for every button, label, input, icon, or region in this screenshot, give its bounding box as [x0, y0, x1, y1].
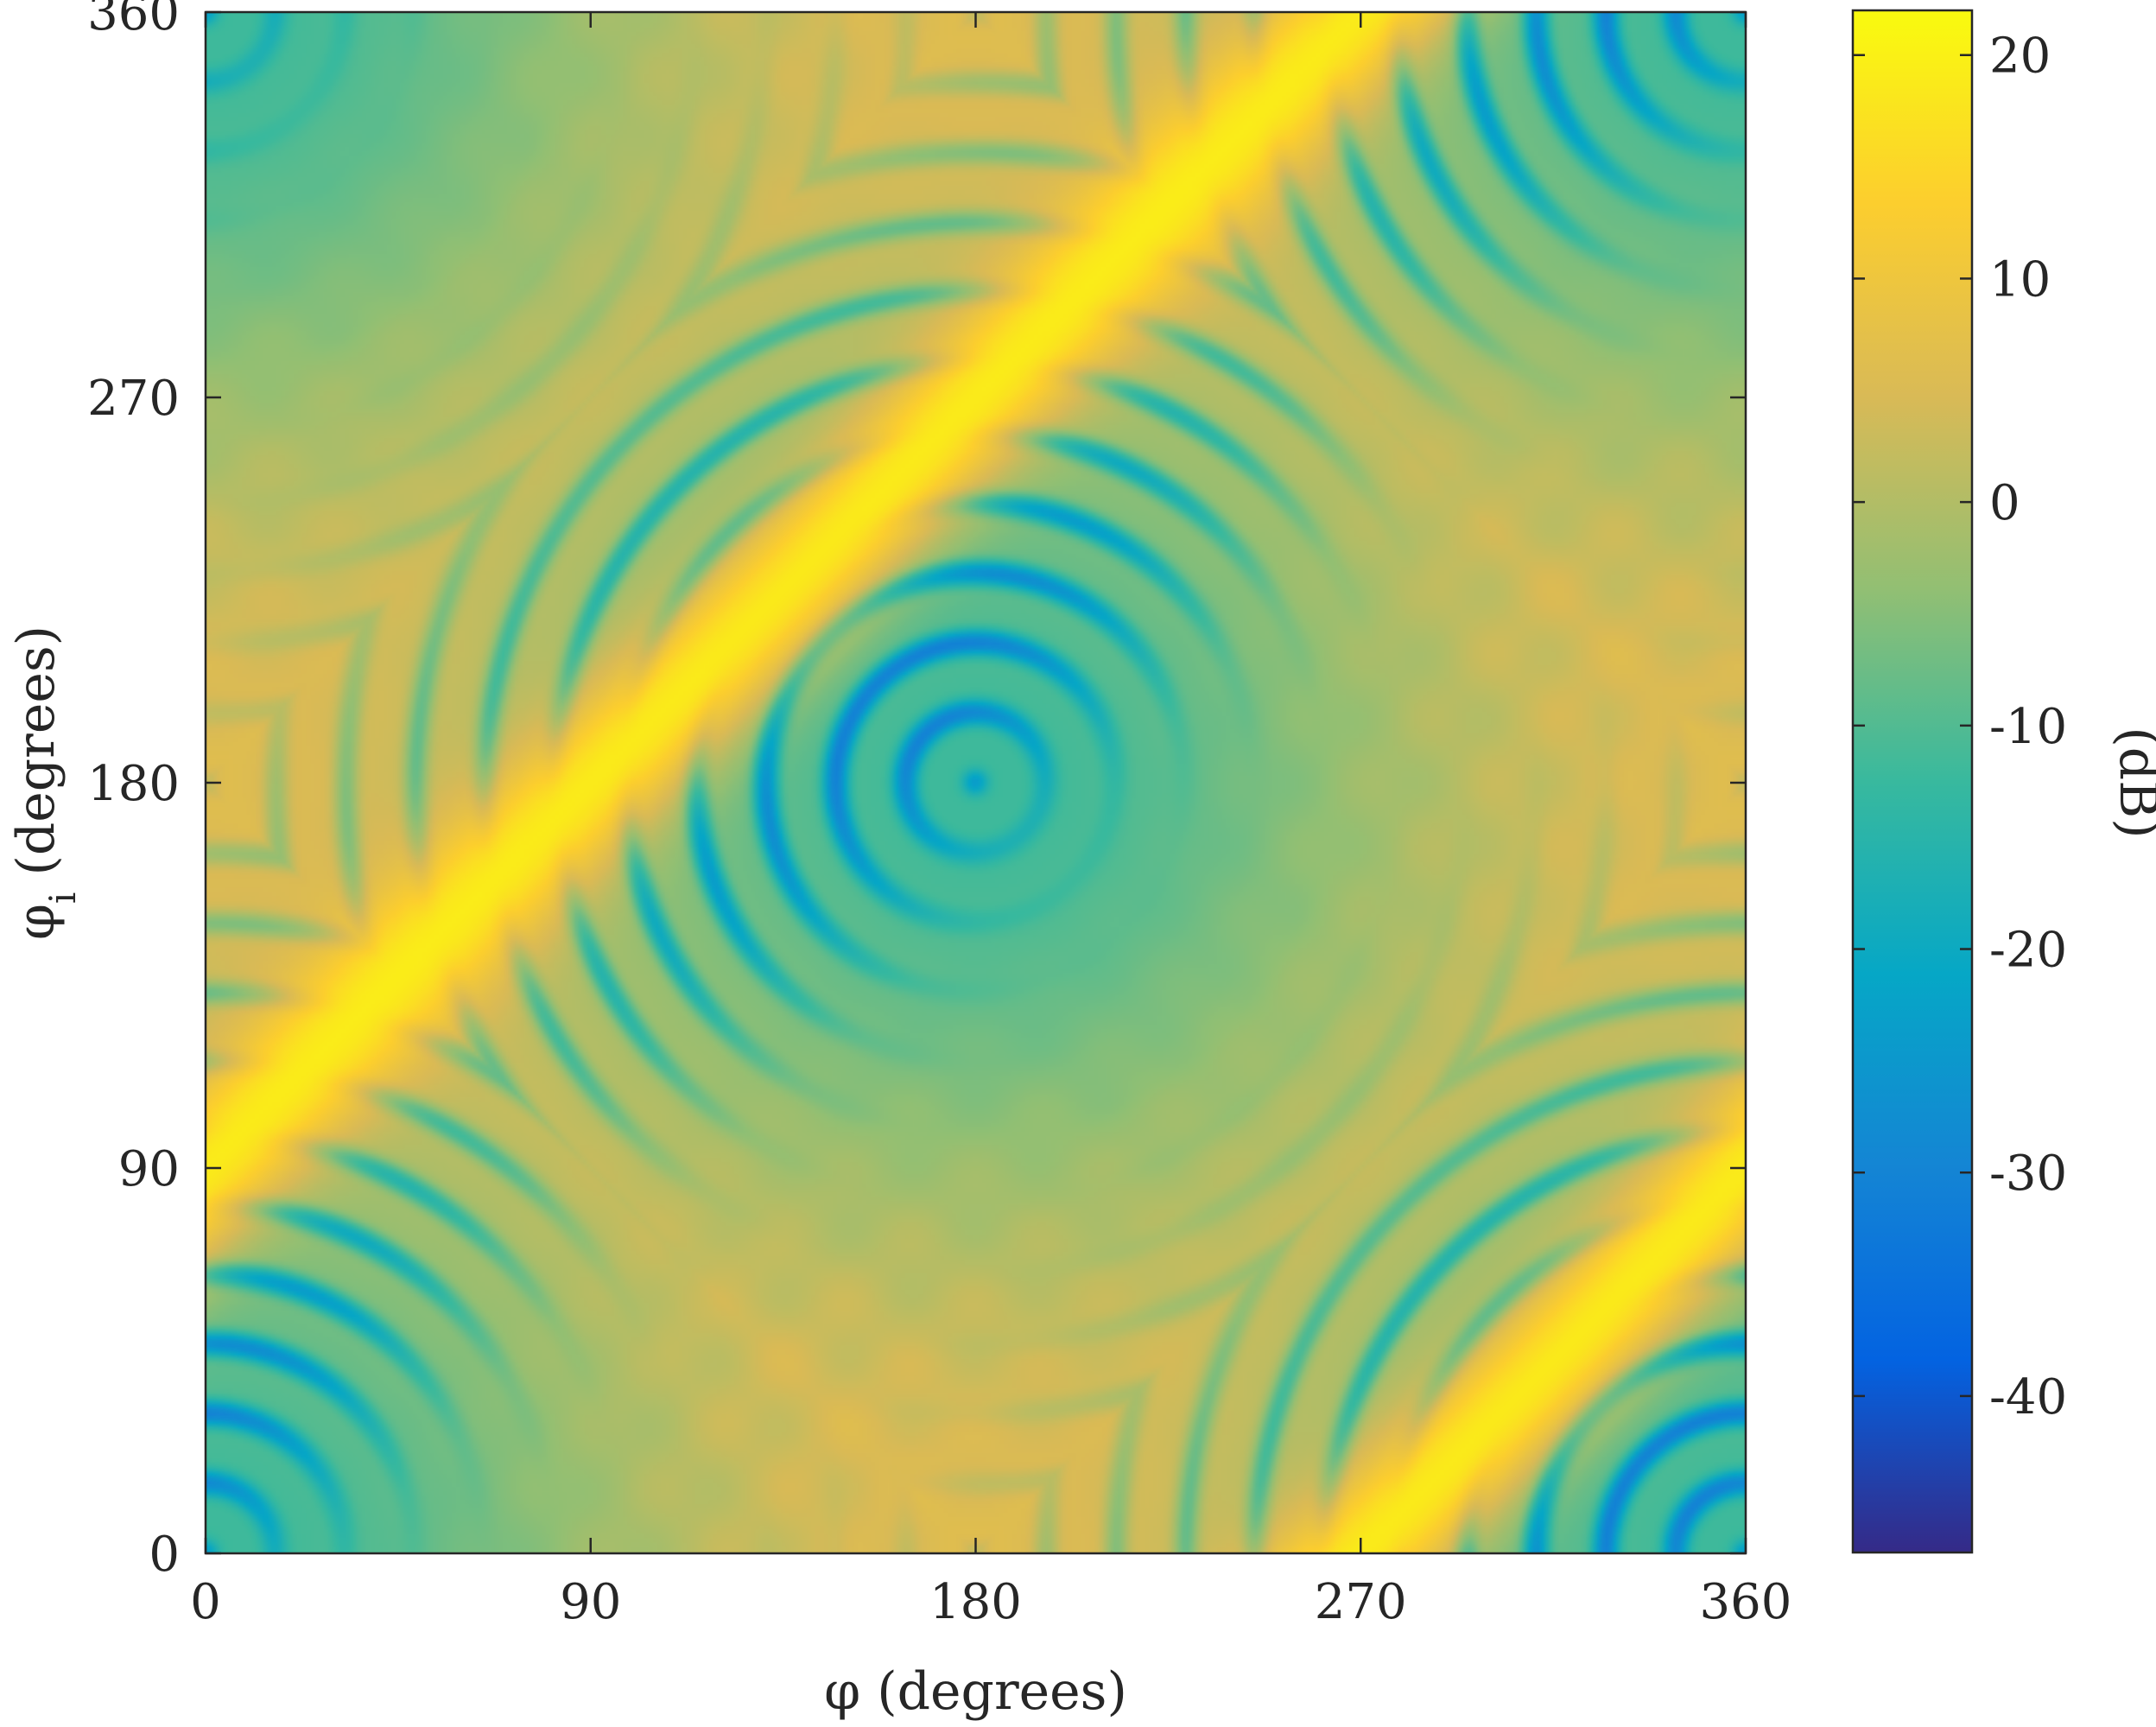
colorbar-tick-label: 10 — [1989, 251, 2051, 308]
x-tick: 0 — [190, 12, 221, 1630]
x-tick-label: 360 — [1700, 1574, 1792, 1630]
x-tick: 90 — [560, 12, 621, 1630]
colorbar-tick-label: 0 — [1989, 475, 2020, 531]
colorbar-tick-label: -30 — [1989, 1146, 2067, 1202]
colorbar-tick: 10 — [1853, 251, 2051, 308]
colorbar-tick: -20 — [1853, 923, 2067, 979]
x-axis-label: φ (degrees) — [824, 1661, 1127, 1722]
y-axis-label-subscript: i — [41, 892, 84, 904]
y-tick: 180 — [87, 756, 1746, 812]
colorbar-frame — [1851, 9, 1974, 1554]
colorbar-ticks: 20 10 0 -10 -20 -30 -40 — [1853, 29, 2067, 1425]
x-tick: 360 — [1700, 12, 1792, 1630]
x-tick-label: 180 — [929, 1574, 1022, 1630]
heatmap-plot — [206, 12, 1746, 1553]
colorbar-tick: -30 — [1853, 1146, 2067, 1202]
colorbar-tick-label: -20 — [1989, 923, 2067, 979]
y-tick-label: 0 — [149, 1527, 180, 1583]
x-tick: 180 — [929, 12, 1022, 1630]
y-tick-label: 90 — [118, 1141, 180, 1197]
y-tick: 360 — [87, 0, 1746, 41]
x-tick-label: 90 — [560, 1574, 621, 1630]
colorbar-tick-label: -40 — [1989, 1369, 2067, 1425]
y-tick: 90 — [118, 1141, 1746, 1197]
y-axis-label: φi (degrees) — [6, 625, 84, 940]
x-tick-label: 270 — [1315, 1574, 1407, 1630]
colorbar-tick-label: -10 — [1989, 699, 2067, 755]
colorbar-tick: 0 — [1853, 475, 2020, 531]
y-axis-label-rest: (degrees) — [6, 625, 67, 892]
y-tick-label: 270 — [87, 371, 180, 427]
y-axis-label-symbol: φ — [6, 904, 67, 940]
colorbar-gradient — [1853, 10, 1972, 1552]
y-tick: 0 — [149, 1527, 1746, 1583]
colorbar-tick-label: 20 — [1989, 29, 2051, 85]
colorbar-tick: -10 — [1853, 699, 2067, 755]
colorbar-tick: 20 — [1853, 29, 2051, 85]
x-tick: 270 — [1315, 12, 1407, 1630]
colorbar-label: (dB) — [2108, 727, 2156, 838]
colorbar: 20 10 0 -10 -20 -30 -40 (dB) — [1851, 9, 2156, 1554]
colorbar-tick: -40 — [1853, 1369, 2067, 1425]
y-axis-ticks: 0 90 180 270 360 — [87, 0, 1746, 1583]
x-axis-ticks: 0 90 180 270 360 — [190, 12, 1791, 1630]
heatmap-image — [206, 12, 1746, 1553]
y-tick: 270 — [87, 371, 1746, 427]
y-tick-label: 360 — [87, 0, 180, 41]
x-tick-label: 0 — [190, 1574, 221, 1630]
y-tick-label: 180 — [87, 756, 180, 812]
